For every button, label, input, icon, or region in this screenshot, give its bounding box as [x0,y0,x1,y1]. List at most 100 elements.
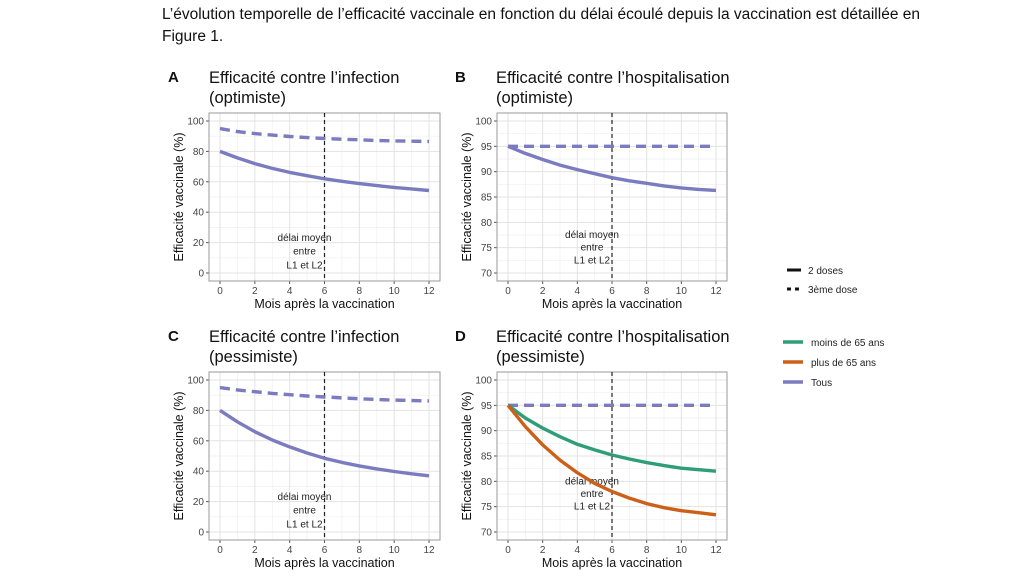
x-tick-label: 6 [322,545,328,556]
annotation-text: L1 et L2 [286,260,323,271]
y-tick-label: 40 [193,208,205,219]
x-tick-label: 8 [644,286,650,297]
y-axis-label: Efficacité vaccinale (%) [172,133,186,262]
panel-title: Efficacité contre l’hospitalisation [496,328,730,346]
y-tick-label: 95 [481,401,493,412]
y-tick-label: 80 [481,218,493,229]
y-tick-label: 80 [481,477,493,488]
y-tick-label: 0 [198,269,204,280]
x-axis-label: Mois après la vaccination [542,556,682,570]
x-tick-label: 8 [357,286,363,297]
y-tick-label: 80 [193,147,205,158]
x-tick-label: 8 [357,545,363,556]
annotation-text: L1 et L2 [574,255,611,266]
x-axis-label: Mois après la vaccination [254,297,394,311]
y-tick-label: 100 [475,376,492,387]
x-tick-label: 2 [252,545,258,556]
legend-linetype: 2 doses 3ème dose [787,266,858,296]
y-tick-label: 75 [481,243,493,254]
panel-letter: D [455,328,466,345]
y-tick-label: 40 [193,467,205,478]
y-tick-label: 90 [481,167,493,178]
intro-text: L’évolution temporelle de l’efficacité v… [162,6,920,45]
annotation-text: entre [293,247,316,258]
y-tick-label: 100 [475,117,492,128]
series-two-doses-over-65 [506,404,717,517]
panel-subtitle: (optimiste) [496,89,573,107]
annotation-text: L1 et L2 [286,519,323,530]
legend-label: 2 doses [808,266,843,277]
annotation-text: délai moyen [278,492,332,503]
annotation-text: entre [581,489,604,500]
x-tick-label: 0 [217,545,223,556]
x-tick-label: 0 [217,286,223,297]
x-axis-label: Mois après la vaccination [542,297,682,311]
y-tick-label: 90 [481,426,493,437]
series-third-dose-tous [219,126,430,144]
y-tick-label: 70 [481,269,493,280]
x-tick-label: 10 [676,286,688,297]
series-two-doses-tous [507,144,717,193]
x-tick-label: 12 [423,545,435,556]
y-tick-label: 70 [481,528,493,539]
legend-label: Tous [811,378,832,389]
x-tick-label: 2 [252,286,258,297]
x-tick-label: 4 [575,286,581,297]
legend-label: moins de 65 ans [811,338,884,349]
x-tick-label: 4 [575,545,581,556]
x-tick-label: 12 [710,545,722,556]
x-tick-label: 0 [505,286,511,297]
annotation-text: entre [581,243,604,254]
y-tick-label: 85 [481,193,493,204]
panel-subtitle: (optimiste) [209,89,286,107]
x-tick-label: 8 [644,545,650,556]
series-two-doses-under-65 [506,403,717,473]
y-tick-label: 60 [193,177,205,188]
x-tick-label: 2 [540,286,546,297]
x-tick-label: 6 [322,286,328,297]
series-third-dose-tous [219,385,430,403]
legend-label: plus de 65 ans [811,358,876,369]
panel-title: Efficacité contre l’infection [209,69,399,87]
y-tick-label: 75 [481,502,493,513]
y-axis-label: Efficacité vaccinale (%) [460,133,474,262]
annotation-text: délai moyen [278,233,332,244]
series-two-doses-tous [219,149,430,193]
legend-groups: moins de 65 ans plus de 65 ans Tous [783,338,884,389]
x-tick-label: 6 [609,286,615,297]
panel-letter: C [168,328,179,345]
x-tick-label: 12 [423,286,435,297]
y-tick-label: 100 [187,376,204,387]
y-axis-label: Efficacité vaccinale (%) [460,392,474,521]
y-axis-label: Efficacité vaccinale (%) [172,392,186,521]
x-tick-label: 4 [287,545,293,556]
x-tick-label: 2 [540,545,546,556]
panel-title: Efficacité contre l’infection [209,328,399,346]
panel-title: Efficacité contre l’hospitalisation [496,69,730,87]
x-tick-label: 10 [676,545,688,556]
panel-d: D Efficacité contre l’hospitalisation (pes… [455,328,730,570]
annotation-text: entre [293,506,316,517]
x-tick-label: 10 [389,286,401,297]
panel-b: B Efficacité contre l’hospitalisation (opt… [455,69,730,311]
panel-a: A Efficacité contre l’infection (optimiste… [168,69,441,311]
panel-letter: B [455,69,466,86]
panel-letter: A [168,69,179,86]
x-tick-label: 6 [609,545,615,556]
panel-subtitle: (pessimiste) [209,348,298,366]
y-tick-label: 100 [187,117,204,128]
y-tick-label: 20 [193,497,205,508]
legend-label: 3ème dose [808,285,858,296]
y-tick-label: 20 [193,238,205,249]
y-tick-label: 95 [481,142,493,153]
x-tick-label: 12 [710,286,722,297]
annotation-text: délai moyen [565,230,619,241]
x-tick-label: 10 [389,545,401,556]
x-tick-label: 0 [505,545,511,556]
y-tick-label: 80 [193,406,205,417]
annotation-text: L1 et L2 [574,502,611,513]
y-tick-label: 0 [198,528,204,539]
y-tick-label: 60 [193,436,205,447]
x-tick-label: 4 [287,286,293,297]
series-two-doses-tous [219,408,430,478]
